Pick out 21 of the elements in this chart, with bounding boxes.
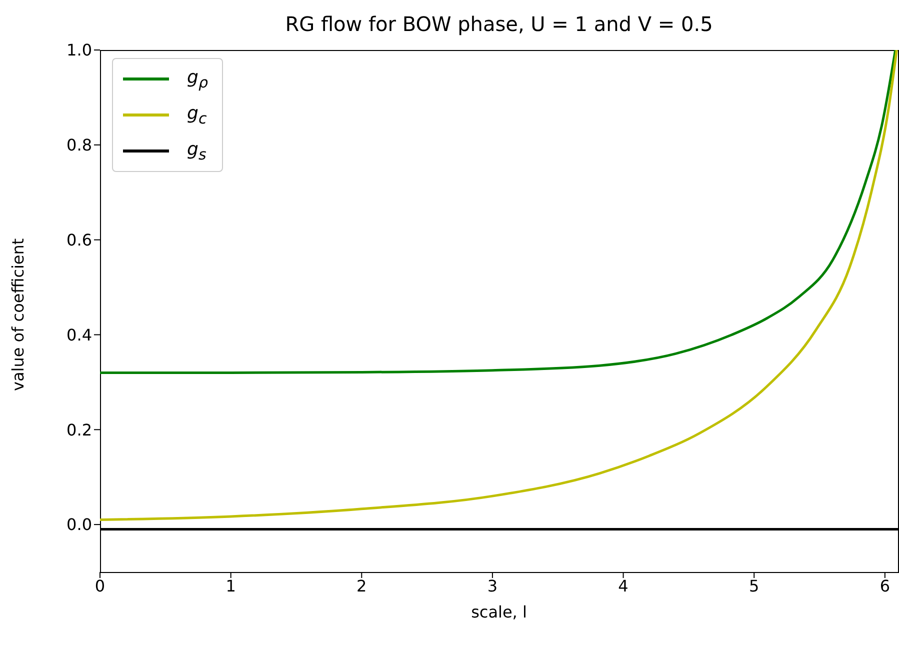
y-tick-label: 0.0	[66, 515, 92, 534]
x-tick-label: 5	[749, 576, 760, 596]
y-tick-label: 0.6	[66, 230, 92, 250]
legend-label: g$_{c}$	[187, 102, 207, 128]
y-tick-label: 1.0	[66, 40, 92, 60]
y-tick-label: 0.4	[66, 325, 92, 344]
line-series	[100, 50, 898, 522]
y-tick-label: 0.8	[66, 136, 92, 155]
x-tick-label: 6	[880, 576, 890, 596]
x-tick-label: 0	[94, 576, 106, 596]
chart-title: RG flow for BOW phase, U = 1 and V = 0.5	[284, 12, 714, 36]
y-tick-label: 0.2	[66, 420, 92, 440]
x-axis-title: scale, l	[471, 602, 527, 622]
line-series	[100, 50, 897, 374]
x-tick-label: 2	[356, 576, 367, 596]
x-tick-label: 4	[618, 576, 628, 596]
legend-label: g$_{s}$	[187, 138, 206, 164]
x-tick-label: 3	[487, 576, 498, 596]
legend-label: g$_{ρ}$	[187, 66, 208, 92]
y-axis-title: value of coefficient	[8, 238, 28, 391]
x-tick-label: 1	[226, 576, 236, 596]
